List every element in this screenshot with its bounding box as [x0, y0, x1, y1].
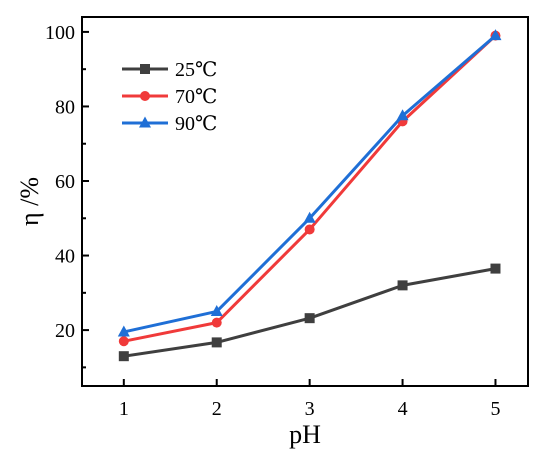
data-point: [303, 211, 316, 223]
x-tick-label: 3: [305, 398, 315, 420]
legend-marker: [140, 64, 150, 74]
y-axis-title: η /%: [15, 177, 44, 226]
series-0: [118, 263, 501, 362]
data-point: [211, 337, 222, 348]
series-layer: [117, 29, 502, 362]
data-point: [304, 224, 315, 235]
x-tick-label: 1: [119, 398, 129, 420]
data-point: [397, 280, 408, 291]
y-tick-label: 100: [45, 22, 75, 44]
plot-frame: [81, 16, 529, 387]
x-tick-label: 2: [212, 398, 222, 420]
legend: 25℃ 70℃ 90℃: [122, 59, 217, 135]
data-point: [118, 336, 129, 347]
data-point: [490, 263, 501, 274]
data-point: [118, 351, 129, 362]
legend-label: 90℃: [175, 113, 217, 135]
x-tick-label: 4: [398, 398, 408, 420]
y-tick-label: 80: [55, 96, 75, 118]
data-point: [211, 317, 222, 328]
legend-item: 70℃: [122, 86, 217, 108]
data-point: [396, 109, 409, 121]
legend-marker: [139, 116, 151, 128]
x-axis-title: pH: [289, 420, 321, 449]
legend-item: 90℃: [122, 113, 217, 135]
series-line: [123, 267, 496, 358]
legend-label: 70℃: [175, 86, 217, 108]
x-tick-label: 5: [490, 398, 500, 420]
legend-label: 25℃: [175, 59, 217, 81]
legend-marker: [140, 91, 150, 101]
legend-item: 25℃: [122, 59, 217, 81]
series-2: [117, 29, 502, 337]
series-1: [118, 30, 501, 347]
data-point: [489, 29, 502, 41]
y-axis-ticks: 20 40 60 80 100: [45, 22, 89, 369]
data-point: [210, 304, 223, 316]
data-point: [304, 313, 315, 324]
y-tick-label: 40: [55, 246, 75, 268]
data-point: [117, 325, 130, 337]
y-tick-label: 20: [55, 320, 75, 342]
y-tick-label: 60: [55, 171, 75, 193]
series-line: [123, 34, 497, 343]
x-axis-ticks: 1 2 3 4 5: [119, 379, 500, 420]
